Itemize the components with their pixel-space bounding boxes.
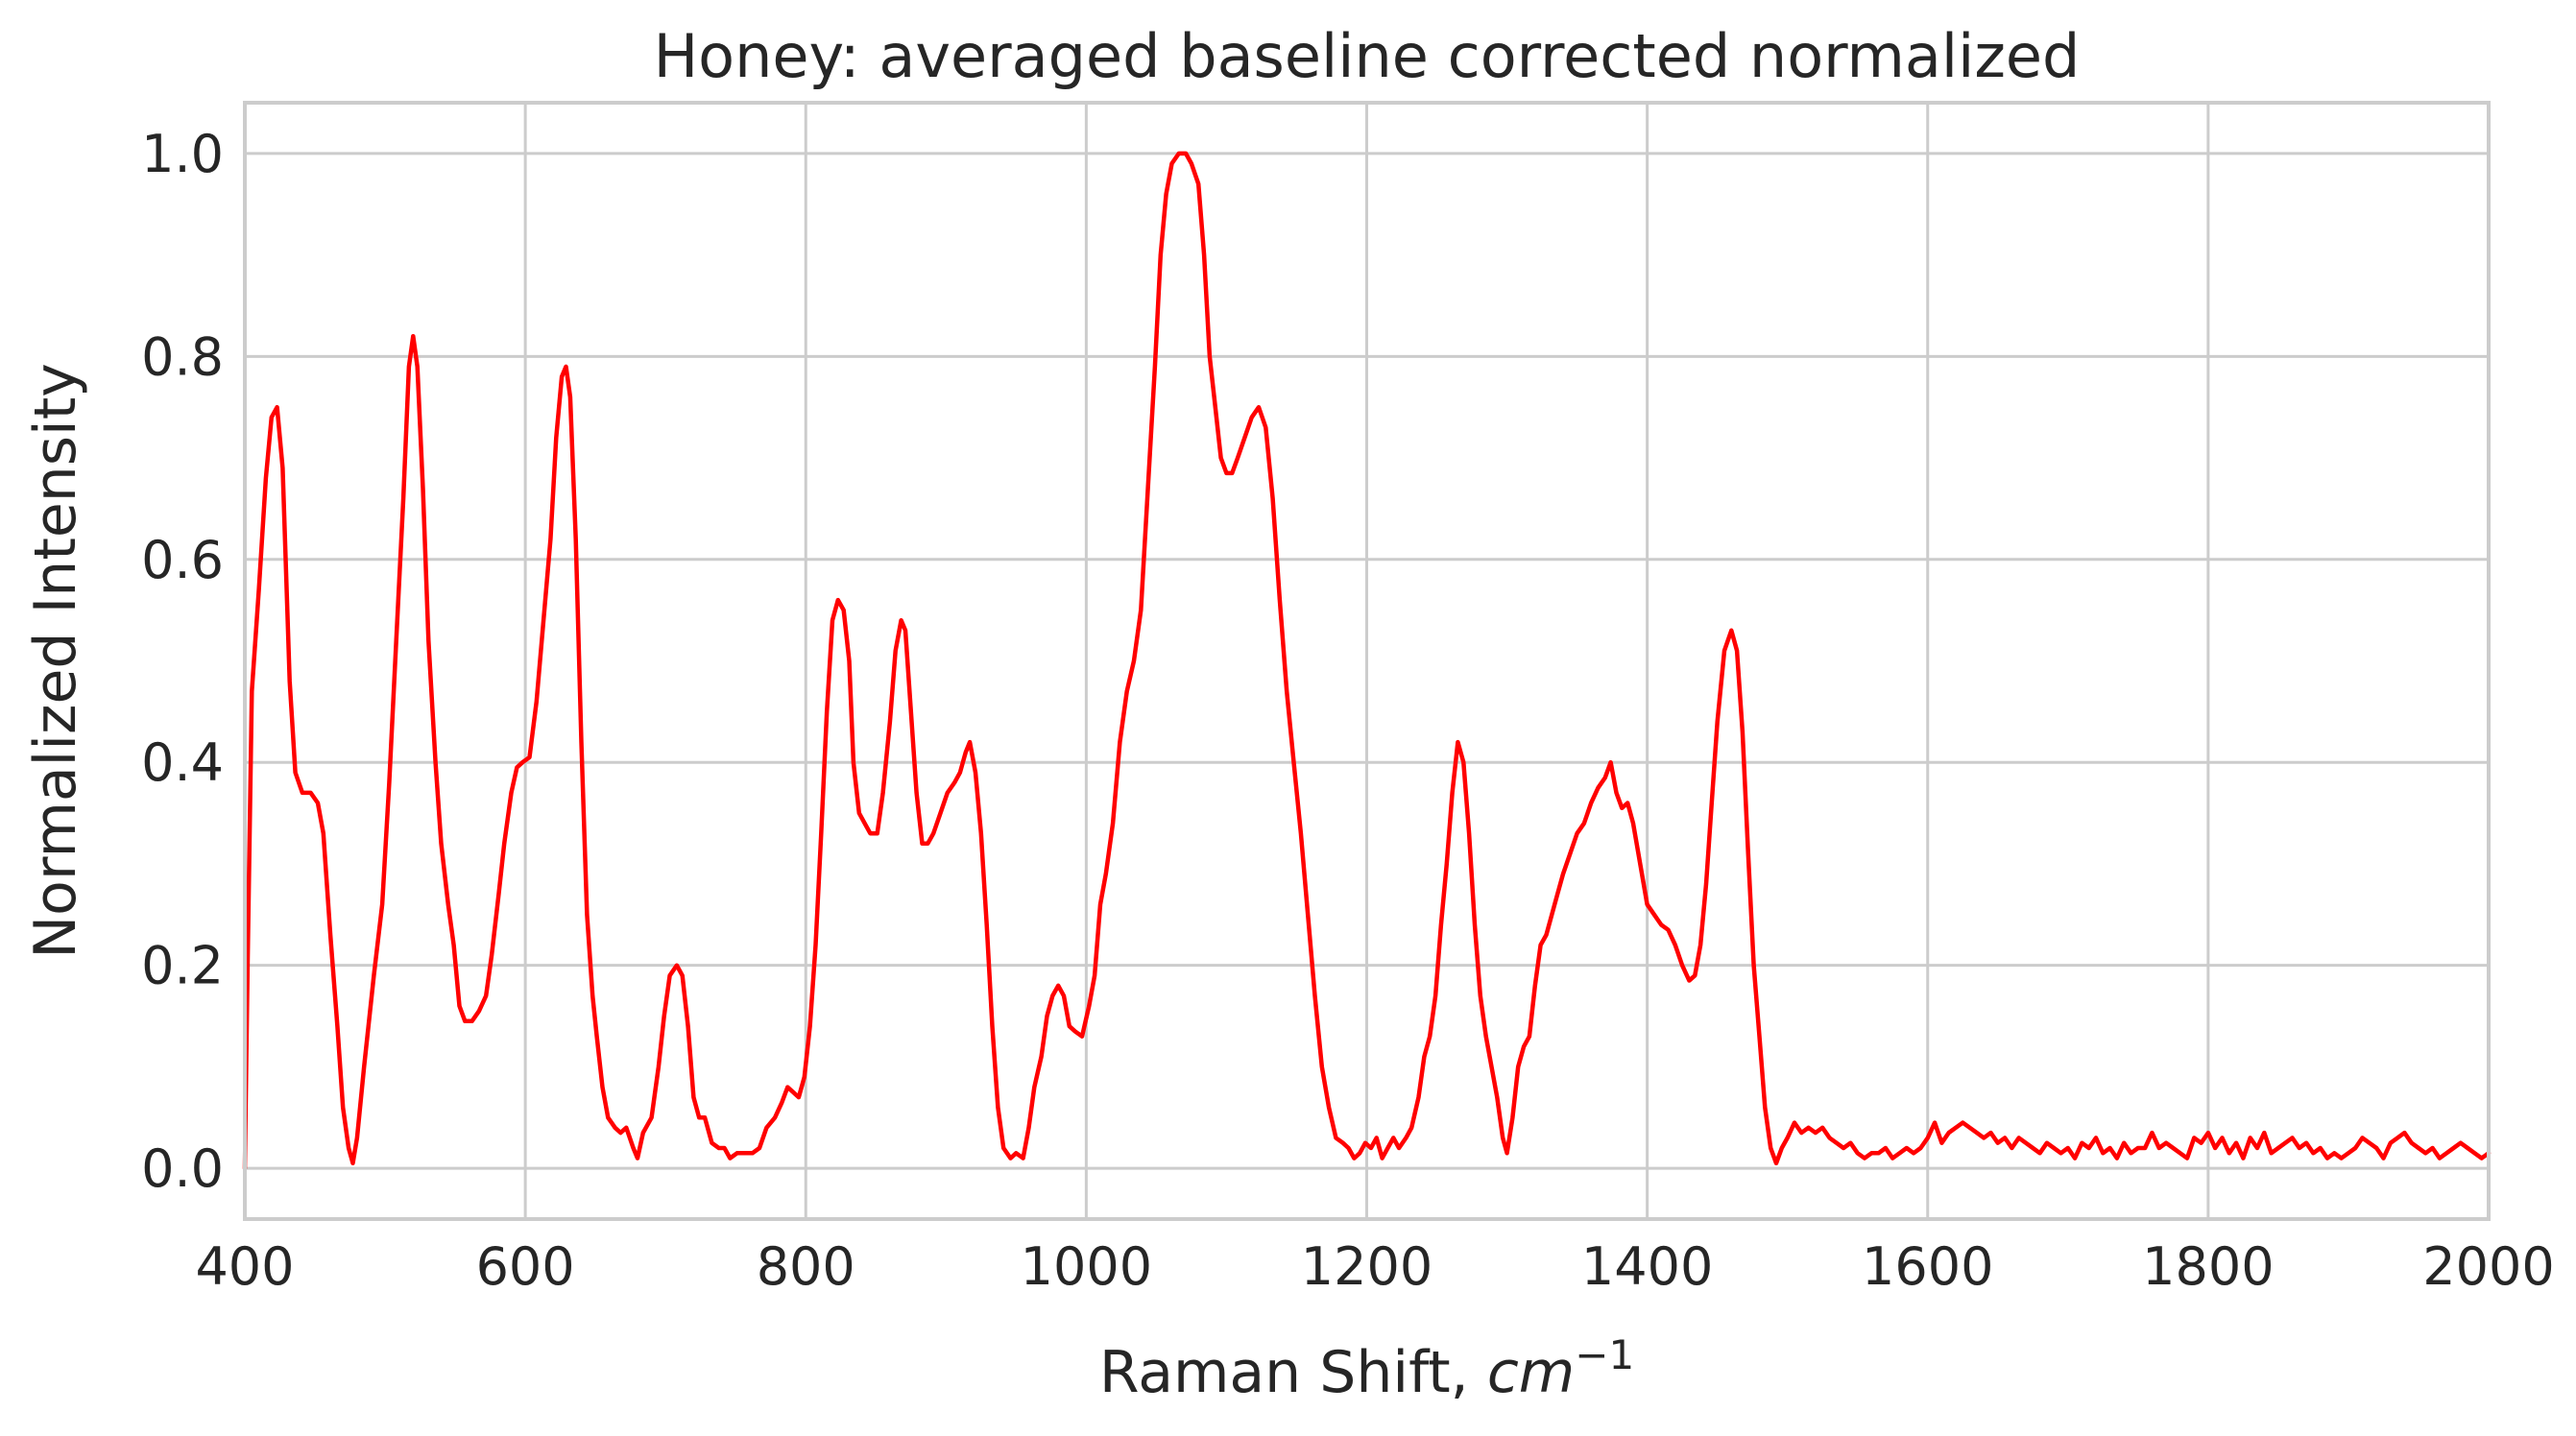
x-tick-label: 2000 [2422,1236,2554,1297]
chart-title: Honey: averaged baseline corrected norma… [654,21,2081,91]
y-tick-label: 0.6 [141,530,224,590]
y-axis-label: Normalized Intensity [22,363,89,958]
x-tick-label: 1000 [1021,1236,1152,1297]
spectrum-line [242,151,2492,1171]
plot-frame [243,101,2491,1221]
x-tick-label: 400 [195,1236,294,1297]
series-layer [242,151,2492,1171]
x-tick-label: 1200 [1301,1236,1432,1297]
y-tick-label: 0.4 [141,732,224,793]
y-tick-label: 1.0 [141,124,224,184]
x-axis-label: Raman Shift, cm−1 [1099,1331,1634,1406]
y-tick-labels: 0.0 0.2 0.4 0.6 0.8 1.0 [141,124,224,1199]
y-tick-label: 0.0 [141,1138,224,1199]
x-axis-label-text: Raman Shift, [1099,1339,1487,1406]
x-tick-label: 1800 [2142,1236,2274,1297]
x-axis-label-exponent: −1 [1575,1331,1634,1378]
x-tick-labels: 400 600 800 1000 1200 1400 1600 1800 2000 [195,1236,2554,1297]
x-tick-label: 600 [476,1236,575,1297]
x-tick-label: 1600 [1862,1236,1993,1297]
x-axis-label-unit: cm [1487,1339,1575,1406]
y-tick-label: 0.2 [141,936,224,996]
x-tick-label: 1400 [1581,1236,1713,1297]
y-tick-label: 0.8 [141,326,224,387]
x-tick-label: 800 [757,1236,855,1297]
grid-layer [243,103,2491,1219]
